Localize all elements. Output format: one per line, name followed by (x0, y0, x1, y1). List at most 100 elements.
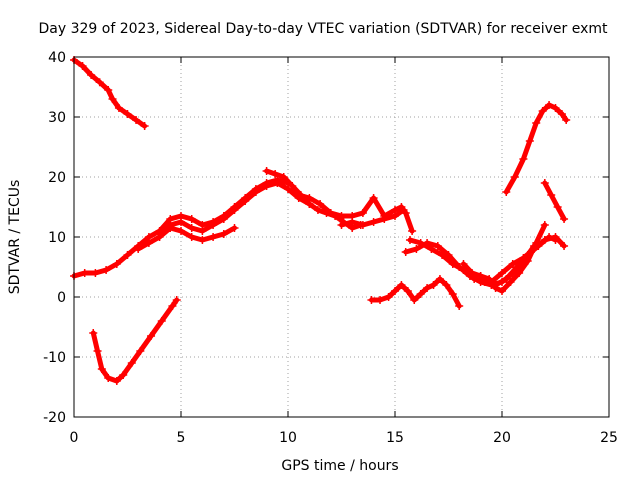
y-tick-label: -10 (43, 350, 66, 366)
data-point (97, 365, 106, 373)
data-point (187, 224, 196, 232)
data-point (519, 254, 528, 262)
data-point (540, 179, 549, 187)
data-point (547, 191, 556, 199)
data-point (337, 212, 346, 220)
data-point (476, 272, 485, 280)
data-point (540, 236, 549, 244)
y-tick-label: -20 (43, 410, 66, 426)
data-point (405, 236, 414, 244)
data-point (127, 359, 136, 367)
data-point (172, 296, 181, 304)
series-line-prn-d (135, 225, 237, 252)
data-point (358, 209, 367, 217)
data-point (284, 185, 292, 193)
data-point (89, 329, 98, 337)
data-point (279, 173, 288, 181)
series-line-prn-o (542, 180, 567, 222)
data-point (358, 221, 367, 229)
data-point (313, 206, 322, 214)
data-point (155, 230, 164, 238)
data-point (560, 242, 569, 250)
data-point (416, 290, 425, 298)
x-tick-label: 10 (279, 430, 297, 446)
data-point (273, 179, 282, 187)
data-point (435, 275, 444, 283)
data-point (523, 257, 532, 265)
data-point (123, 251, 132, 259)
data-point (251, 188, 260, 196)
data-point (123, 110, 132, 118)
data-point (209, 221, 218, 229)
data-point (491, 284, 500, 292)
data-point (80, 269, 89, 277)
data-point (468, 269, 477, 277)
data-point (112, 260, 121, 268)
data-point (530, 245, 539, 253)
data-point (230, 224, 239, 232)
data-point (508, 260, 517, 268)
data-point (519, 155, 528, 163)
data-point (209, 233, 218, 241)
data-point (177, 218, 185, 226)
data-layer (70, 56, 571, 385)
data-point (326, 209, 335, 217)
data-point (112, 377, 121, 385)
data-point (219, 230, 228, 238)
y-tick-label: 30 (48, 110, 66, 126)
data-point (376, 296, 385, 304)
x-tick-label: 20 (493, 430, 511, 446)
data-point (410, 296, 419, 304)
series-line-prn-n (503, 102, 569, 195)
data-point (442, 281, 451, 289)
y-tick-label: 10 (48, 230, 66, 246)
data-point (412, 245, 421, 253)
x-tick-label: 25 (600, 430, 618, 446)
data-point (187, 215, 196, 223)
data-point (502, 188, 511, 196)
data-point (177, 227, 185, 235)
data-point (102, 266, 111, 274)
data-point (132, 116, 141, 124)
data-point (498, 269, 506, 277)
data-point (551, 104, 560, 112)
data-point (157, 317, 166, 325)
data-point (448, 260, 457, 268)
data-point (348, 218, 357, 226)
data-point (448, 290, 457, 298)
y-tick-label: 20 (48, 170, 66, 186)
data-point (401, 248, 410, 256)
data-point (515, 269, 524, 277)
data-point (553, 203, 562, 211)
series-line-prn-m (369, 276, 462, 309)
series-line-prn-l (478, 234, 567, 285)
data-point (95, 78, 104, 87)
data-point (134, 245, 143, 253)
data-point (487, 278, 496, 286)
data-point (294, 191, 303, 199)
data-point (241, 197, 250, 205)
data-point (403, 287, 412, 295)
data-point (399, 206, 408, 214)
data-point (187, 233, 196, 241)
data-point (93, 347, 102, 355)
y-tick-label: 0 (57, 290, 66, 306)
x-tick-label: 15 (386, 430, 404, 446)
data-point (369, 218, 378, 226)
data-point (369, 194, 378, 202)
data-point (433, 242, 442, 250)
data-point (288, 182, 297, 190)
y-axis-label: SDTVAR / TECUs (7, 180, 23, 295)
x-axis-label: GPS time / hours (281, 458, 398, 474)
x-tick-label: 0 (70, 430, 79, 446)
data-point (532, 119, 541, 127)
data-point (455, 302, 464, 310)
data-point (545, 101, 554, 109)
data-point (506, 278, 515, 286)
data-point (438, 251, 447, 259)
data-point (198, 227, 207, 235)
data-point (367, 296, 376, 304)
data-point (136, 347, 145, 355)
data-point (87, 71, 96, 79)
